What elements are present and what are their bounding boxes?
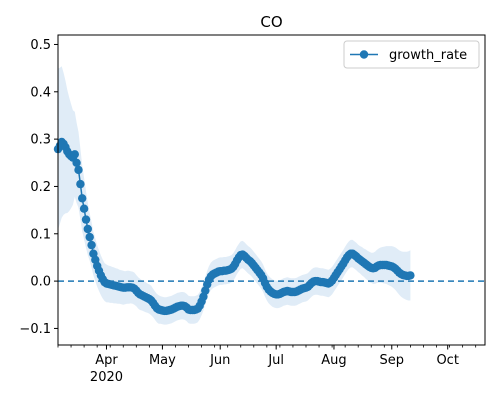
data-point bbox=[82, 215, 90, 223]
data-point bbox=[87, 241, 95, 249]
data-point bbox=[84, 225, 92, 233]
x-tick-label: Oct bbox=[436, 353, 458, 368]
chart-title: CO bbox=[260, 13, 282, 31]
y-tick-label: 0.2 bbox=[30, 180, 51, 195]
x-tick-label: Jun bbox=[209, 353, 230, 368]
x-tick-label: Aug bbox=[321, 353, 346, 368]
x-tick-sublabel: 2020 bbox=[90, 370, 123, 385]
data-point bbox=[71, 150, 79, 158]
data-point bbox=[78, 194, 86, 202]
x-tick-label: Apr bbox=[95, 353, 118, 368]
legend-marker-swatch bbox=[360, 50, 368, 58]
y-tick-label: 0.1 bbox=[30, 227, 51, 242]
legend-entry-growth-rate: growth_rate bbox=[389, 48, 467, 63]
y-tick-label: −0.1 bbox=[19, 322, 51, 337]
x-axis: Apr 2020 May Jun Jul Aug Sep Oct bbox=[58, 345, 476, 385]
plot-area bbox=[54, 66, 485, 324]
y-axis: −0.1 0.0 0.1 0.2 0.3 0.4 0.5 bbox=[19, 38, 58, 337]
y-tick-label: 0.3 bbox=[30, 133, 51, 148]
data-point bbox=[406, 271, 414, 279]
x-tick-label: Sep bbox=[380, 353, 405, 368]
y-tick-label: 0.4 bbox=[30, 85, 51, 100]
data-point bbox=[74, 166, 82, 174]
data-point bbox=[80, 205, 88, 213]
data-point bbox=[76, 180, 84, 188]
legend: growth_rate bbox=[344, 41, 479, 68]
x-tick-label: Jul bbox=[267, 353, 284, 368]
x-tick-label: May bbox=[149, 353, 176, 368]
data-point bbox=[72, 159, 80, 167]
data-point bbox=[86, 233, 94, 241]
y-tick-label: 0.0 bbox=[30, 275, 51, 290]
y-tick-label: 0.5 bbox=[30, 38, 51, 53]
